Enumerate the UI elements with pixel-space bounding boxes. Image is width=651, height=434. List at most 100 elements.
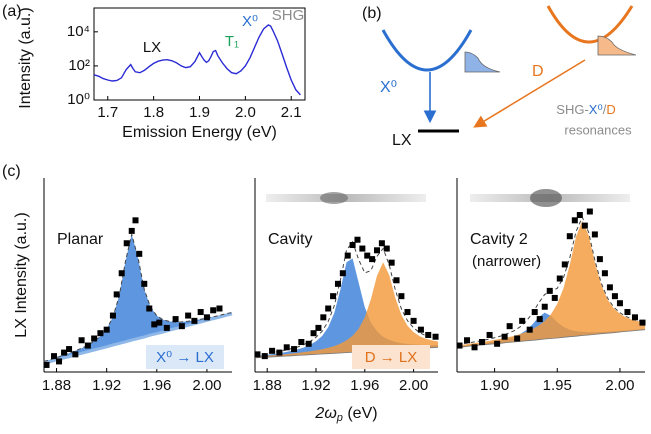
- data-point: [624, 309, 631, 316]
- data-point: [531, 309, 538, 316]
- tag-label: D → LX: [365, 349, 418, 366]
- data-point: [479, 339, 486, 346]
- defect-label: D: [532, 63, 544, 80]
- data-point: [310, 330, 317, 337]
- energy-diagram: X⁰ D LX SHG-X⁰/D resonances: [380, 5, 637, 149]
- y-tick-label: 10⁴: [67, 23, 90, 40]
- panel-label: (b): [362, 5, 382, 22]
- data-point: [364, 252, 371, 259]
- data-point: [393, 277, 400, 284]
- data-point: [141, 280, 148, 287]
- data-point: [320, 314, 327, 321]
- data-point: [566, 233, 573, 240]
- y-tick-label: 10⁰: [67, 91, 90, 108]
- data-point: [128, 227, 135, 234]
- fit-component: [255, 262, 438, 358]
- data-point: [425, 331, 432, 338]
- x-tick-label: 1.92: [301, 377, 330, 394]
- data-point: [269, 347, 276, 354]
- data-point: [43, 361, 50, 368]
- arrow: [473, 59, 586, 128]
- data-point: [103, 326, 110, 333]
- panel-label: (a): [2, 3, 22, 20]
- fit-panel: 1.90 1.95 2.00 Cavity 2 (narrower): [456, 178, 646, 394]
- data-point: [383, 245, 390, 252]
- data-point: [276, 349, 283, 356]
- data-point: [359, 245, 366, 252]
- x-tick-label: 1.9: [189, 104, 210, 121]
- data-point: [113, 291, 120, 298]
- data-point: [203, 314, 210, 321]
- x-tick-label: 2.00: [605, 377, 634, 394]
- x-tick-label: 2.00: [399, 377, 428, 394]
- data-point: [576, 212, 583, 219]
- data-point: [486, 331, 493, 338]
- data-point: [586, 208, 593, 215]
- x-tick-label: 1.88: [253, 377, 282, 394]
- data-point: [378, 240, 385, 247]
- data-point: [349, 242, 356, 249]
- data-point: [84, 342, 91, 349]
- x-tick-label: 1.7: [97, 104, 118, 121]
- data-point: [172, 316, 179, 323]
- data-point: [123, 240, 130, 247]
- data-point: [339, 270, 346, 277]
- data-point: [330, 293, 337, 300]
- x-axis-label: 2ωp (eV): [314, 405, 377, 424]
- data-point: [298, 339, 305, 346]
- data-point: [163, 324, 170, 331]
- data-point: [325, 305, 332, 312]
- panel-label: (c): [2, 163, 21, 180]
- data-point: [506, 323, 513, 330]
- data-point: [178, 323, 185, 330]
- fit-component: [255, 258, 438, 358]
- exciton-band: [381, 29, 473, 72]
- data-point: [305, 340, 312, 347]
- data-point: [526, 326, 533, 333]
- data-point: [156, 319, 163, 326]
- y-axis-label: Intensity (a.u.): [17, 7, 34, 108]
- x-tick-label: 1.88: [42, 377, 71, 394]
- data-point: [291, 346, 298, 353]
- annotation: LX: [143, 39, 161, 56]
- data-point: [417, 326, 424, 333]
- spectrum-line: [93, 24, 301, 96]
- data-point: [216, 305, 223, 312]
- data-point: [581, 222, 588, 229]
- data-point: [78, 337, 85, 344]
- data-point: [546, 287, 553, 294]
- data-point: [210, 307, 217, 314]
- text: D: [606, 102, 615, 117]
- resonance-label: resonances: [564, 122, 632, 137]
- exciton-emission: [464, 51, 501, 73]
- tag-box: [352, 345, 430, 369]
- data-point: [519, 317, 526, 324]
- cavity-icon: [266, 189, 630, 207]
- data-point: [344, 252, 351, 259]
- text: 2ω: [314, 405, 336, 422]
- data-point: [97, 330, 104, 337]
- x-tick-label: 1.96: [142, 377, 171, 394]
- data-point: [536, 316, 543, 323]
- data-point: [631, 314, 638, 321]
- x-axis-label: Emission Energy (eV): [122, 124, 277, 141]
- data-point: [501, 333, 508, 340]
- text: /: [603, 102, 607, 117]
- data-point: [410, 317, 417, 324]
- data-point: [51, 353, 58, 360]
- data-point: [369, 256, 376, 263]
- text: SHG-: [556, 102, 589, 117]
- fit-component: [457, 220, 645, 348]
- data-point: [132, 217, 139, 224]
- exciton-label: X⁰: [380, 79, 397, 96]
- resonance-label: SHG-X⁰/D: [556, 102, 615, 117]
- data-point: [556, 275, 563, 282]
- panel-title: Cavity 2: [470, 231, 528, 248]
- x-tick-label: 2.0: [235, 104, 256, 121]
- data-point: [639, 319, 646, 326]
- data-point: [601, 270, 608, 277]
- data-point: [315, 324, 322, 331]
- fit-baseline: [456, 329, 646, 348]
- data-point: [514, 335, 521, 342]
